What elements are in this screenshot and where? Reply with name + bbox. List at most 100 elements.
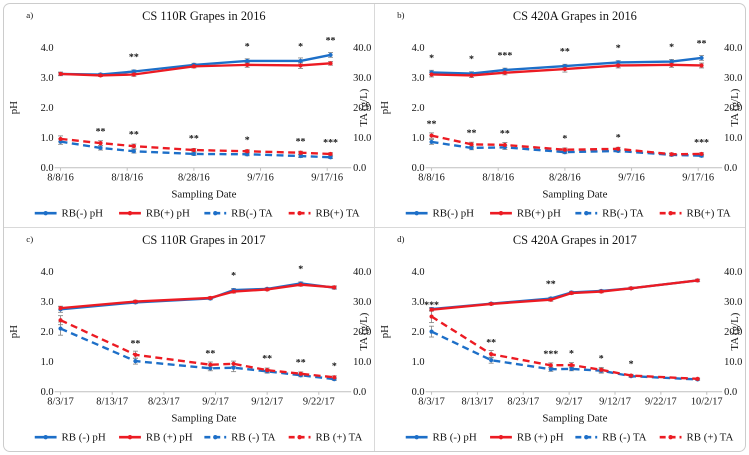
legend-sample-marker: [498, 435, 504, 440]
y-right-tick: 20.0: [353, 327, 371, 338]
x-tick-label: 9/22/17: [303, 397, 335, 408]
legend-sample-marker: [414, 435, 419, 440]
legend-sample-marker: [498, 211, 504, 216]
data-point: [489, 352, 494, 357]
data-point: [332, 285, 337, 290]
data-point: [231, 289, 236, 294]
significance-marker-ta: **: [96, 127, 106, 138]
significance-marker-ta: *: [245, 135, 250, 146]
legend-label: RB(-) pH: [62, 208, 104, 220]
data-point: [298, 371, 303, 376]
legend-sample-marker: [668, 435, 673, 440]
data-point: [699, 63, 704, 68]
data-point: [58, 326, 63, 331]
chart-title: CS 420A Grapes in 2017: [513, 233, 637, 247]
data-point: [599, 367, 604, 372]
y-right-tick: 0.0: [353, 163, 366, 174]
significance-marker-ta: **: [205, 348, 215, 359]
y-axis-right-label: TA (g/L): [358, 88, 370, 126]
y-left-tick: 0.0: [412, 163, 425, 174]
data-point: [502, 70, 507, 75]
data-point: [58, 306, 63, 311]
x-tick-label: 8/8/16: [418, 173, 445, 184]
series-line-RB(-)TA: [431, 330, 698, 381]
data-point: [131, 72, 136, 77]
data-point: [429, 307, 434, 312]
data-point: [58, 71, 63, 76]
x-tick-label: 8/3/17: [418, 397, 445, 408]
legend-sample-marker: [43, 435, 48, 440]
y-left-tick: 0.0: [41, 387, 54, 398]
significance-marker-ta: **: [129, 130, 139, 141]
data-point: [616, 60, 621, 65]
panel-b: b) CS 420A Grapes in 2016 pH TA (g/L) Sampli…: [375, 4, 745, 227]
legend-sample-marker: [668, 211, 673, 216]
series-line-RB(+)pH: [431, 279, 698, 311]
significance-marker-ta: **: [296, 136, 306, 147]
data-point: [699, 151, 704, 157]
y-right-tick: 0.0: [353, 387, 366, 398]
y-right-tick: 30.0: [353, 73, 371, 84]
legend-sample-marker: [414, 211, 419, 216]
data-point: [429, 314, 434, 319]
y-left-tick: 2.0: [41, 327, 54, 338]
data-point: [231, 365, 236, 370]
y-right-tick: 30.0: [724, 73, 742, 84]
series-line-RB(+)TA: [60, 319, 335, 379]
x-axis-label: Sampling Date: [171, 412, 236, 424]
data-point: [191, 151, 196, 157]
chart-b: b) CS 420A Grapes in 2016 pH TA (g/L) Sampli…: [379, 9, 743, 220]
significance-marker-ph: *: [298, 42, 303, 53]
y-left-tick: 3.0: [41, 297, 54, 308]
significance-marker-ta: **: [296, 357, 306, 368]
panel-letter: b): [397, 10, 404, 20]
data-point: [695, 376, 700, 381]
legend-sample-marker: [584, 435, 589, 440]
data-point: [298, 282, 303, 287]
data-point: [131, 149, 136, 154]
data-point: [669, 62, 674, 67]
significance-marker-ta: *: [569, 349, 574, 360]
y-left-tick: 4.0: [412, 267, 425, 278]
x-tick-label: 9/12/17: [599, 397, 631, 408]
y-left-tick: 4.0: [41, 267, 54, 278]
significance-marker-ph: **: [697, 39, 707, 50]
data-point: [208, 295, 213, 300]
significance-marker-ta: ***: [323, 138, 338, 149]
data-point: [328, 52, 333, 58]
significance-marker-ta: **: [486, 338, 496, 349]
data-point: [699, 55, 704, 61]
y-axis-left-label: pH: [8, 101, 20, 114]
data-point: [298, 150, 303, 155]
data-point: [469, 145, 474, 151]
y-left-tick: 3.0: [412, 73, 425, 84]
panel-a: a) CS 110R Grapes in 2016 pH TA (g/L) Sampli…: [4, 4, 374, 227]
data-point: [98, 141, 103, 146]
data-point: [328, 151, 333, 157]
data-point: [616, 63, 621, 68]
x-tick-label: 9/2/17: [202, 397, 229, 408]
y-left-tick: 2.0: [41, 103, 54, 114]
y-right-tick: 20.0: [353, 103, 371, 114]
significance-marker-ph: *: [231, 271, 236, 282]
y-left-tick: 1.0: [412, 133, 425, 144]
y-right-tick: 40.0: [724, 267, 742, 278]
y-axis-right-label: TA (g/L): [729, 312, 741, 350]
data-point: [628, 286, 634, 291]
legend-label: RB (-) pH: [433, 432, 477, 444]
data-point: [131, 144, 136, 149]
x-axis-label: Sampling Date: [542, 412, 607, 424]
data-point: [628, 373, 634, 378]
y-right-tick: 10.0: [353, 357, 371, 368]
data-point: [298, 153, 303, 159]
x-tick-label: 8/13/17: [96, 397, 128, 408]
data-point: [265, 368, 270, 373]
y-left-tick: 1.0: [412, 357, 425, 368]
data-point: [328, 61, 333, 66]
y-left-tick: 0.0: [412, 387, 425, 398]
y-right-tick: 0.0: [724, 387, 737, 398]
chart-d: d) CS 420A Grapes in 2017 pH TA (g/L) Sampli…: [379, 233, 743, 444]
legend-label: RB(+) pH: [146, 208, 190, 220]
x-tick-label: 8/13/17: [462, 397, 494, 408]
data-point: [231, 361, 236, 366]
